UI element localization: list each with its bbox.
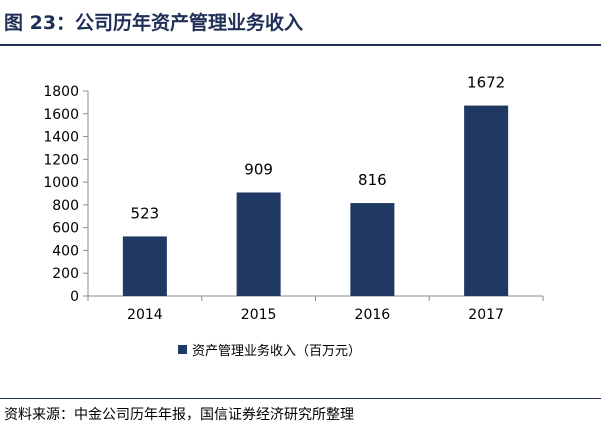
x-tick-label: 2017 — [468, 307, 504, 323]
bar-2017 — [464, 105, 509, 296]
title-divider — [0, 44, 601, 46]
source-divider — [0, 398, 601, 399]
chart-bars — [122, 105, 509, 296]
y-tick-label: 400 — [52, 243, 79, 259]
y-tick-label: 0 — [70, 289, 79, 305]
y-tick-label: 1400 — [43, 130, 79, 146]
chart-axes: 0 200 400 600 800 1000 1200 1400 1600 1800 — [43, 84, 544, 305]
y-tick-label: 1800 — [43, 84, 79, 100]
legend-swatch — [178, 345, 187, 354]
x-tick-label: 2015 — [241, 307, 277, 323]
legend-label: 资产管理业务收入（百万元） — [192, 343, 361, 359]
bar-2014 — [122, 236, 167, 296]
chart-legend: 资产管理业务收入（百万元） — [178, 343, 361, 359]
bar-2016 — [350, 203, 395, 296]
x-tick-label: 2014 — [127, 307, 163, 323]
y-tick-label: 1000 — [43, 175, 79, 191]
bar-chart: 0 200 400 600 800 1000 1200 1400 1600 1800 523 201… — [43, 74, 544, 359]
y-tick-label: 1600 — [43, 107, 79, 123]
data-label-2015: 909 — [244, 160, 273, 178]
chart-labels: 523 2014 909 2015 816 2016 1672 2017 — [127, 74, 505, 323]
data-label-2014: 523 — [131, 204, 160, 222]
source-note: 资料来源：中金公司历年年报，国信证券经济研究所整理 — [4, 407, 354, 423]
data-label-2017: 1672 — [467, 74, 505, 92]
y-tick-label: 800 — [52, 198, 79, 214]
y-tick-label: 200 — [52, 266, 79, 282]
bar-2015 — [236, 192, 281, 296]
figure-title: 图 23：公司历年资产管理业务收入 — [4, 12, 304, 34]
x-tick-label: 2016 — [355, 307, 391, 323]
y-tick-label: 600 — [52, 221, 79, 237]
data-label-2016: 816 — [358, 171, 387, 189]
y-tick-label: 1200 — [43, 152, 79, 168]
